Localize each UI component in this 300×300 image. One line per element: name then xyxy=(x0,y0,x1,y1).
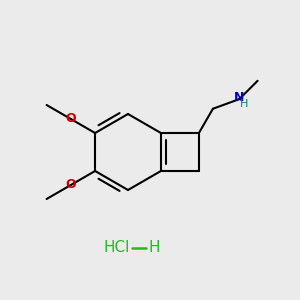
Text: O: O xyxy=(65,112,76,125)
Text: HCl: HCl xyxy=(103,241,130,256)
Text: H: H xyxy=(148,241,160,256)
Text: N: N xyxy=(234,91,244,104)
Text: O: O xyxy=(65,178,76,191)
Text: H: H xyxy=(240,99,248,109)
